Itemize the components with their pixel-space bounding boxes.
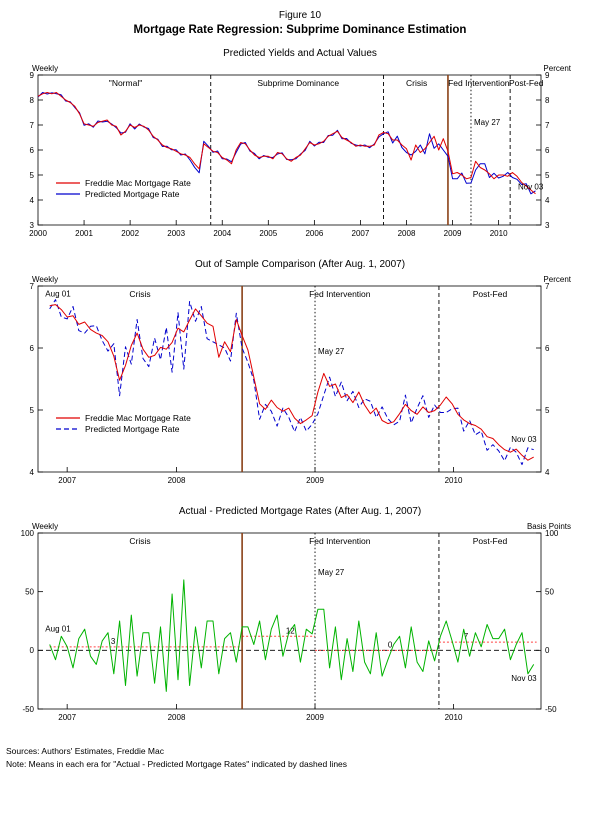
svg-text:Aug 01: Aug 01	[45, 625, 71, 634]
svg-text:7: 7	[30, 121, 35, 130]
svg-text:2010: 2010	[445, 476, 463, 485]
svg-text:Fed Intervention: Fed Intervention	[309, 289, 371, 299]
svg-text:2005: 2005	[259, 229, 277, 238]
svg-text:Post-Fed: Post-Fed	[473, 536, 508, 546]
svg-text:0: 0	[545, 646, 550, 655]
svg-text:0: 0	[30, 646, 35, 655]
svg-text:2004: 2004	[213, 229, 231, 238]
svg-text:100: 100	[545, 529, 559, 538]
svg-text:3: 3	[111, 637, 116, 646]
svg-text:Nov 03: Nov 03	[511, 674, 537, 683]
svg-text:2009: 2009	[444, 229, 462, 238]
means-note: Note: Means in each era for "Actual - Pr…	[6, 759, 348, 770]
svg-text:6: 6	[30, 344, 35, 353]
svg-text:2003: 2003	[167, 229, 185, 238]
svg-text:2007: 2007	[58, 713, 76, 722]
svg-text:6: 6	[545, 146, 550, 155]
svg-text:Nov 03: Nov 03	[518, 183, 544, 192]
svg-text:2010: 2010	[490, 229, 508, 238]
chart-3-title: Actual - Predicted Mortgage Rates (After…	[178, 506, 422, 517]
svg-text:8: 8	[30, 96, 35, 105]
svg-text:2007: 2007	[58, 476, 76, 485]
svg-text:"Normal": "Normal"	[109, 78, 142, 88]
svg-text:100: 100	[21, 529, 35, 538]
svg-text:2002: 2002	[121, 229, 139, 238]
figure-title: Mortgage Rate Regression: Subprime Domin…	[133, 24, 467, 36]
svg-text:4: 4	[30, 468, 35, 477]
svg-text:4: 4	[545, 468, 550, 477]
svg-text:2007: 2007	[352, 229, 370, 238]
svg-text:2006: 2006	[305, 229, 323, 238]
svg-text:-50: -50	[22, 705, 34, 714]
svg-text:3: 3	[30, 221, 35, 230]
svg-text:3: 3	[545, 221, 550, 230]
svg-text:8: 8	[545, 96, 550, 105]
svg-text:Crisis: Crisis	[406, 78, 427, 88]
svg-text:2000: 2000	[29, 229, 47, 238]
svg-text:4: 4	[30, 196, 35, 205]
svg-text:7: 7	[464, 632, 469, 641]
residuals-chart: -50 -50 0 0 50 50 100 100 2007 2008 2009 2010 Weekly…	[21, 522, 571, 722]
chart-block-predicted-yields: Predicted Yields and Actual Values 3 3 4 4 5…	[0, 48, 600, 247]
svg-text:2009: 2009	[306, 476, 324, 485]
figure-footer: Sources: Authors' Estimates, Freddie Mac…	[6, 745, 600, 771]
svg-text:5: 5	[545, 171, 550, 180]
predicted-yields-chart: 3 3 4 4 5 5 6 6 7 7 8 8 9 9 2000 2001 2002 2003 2004 2005 20…	[29, 64, 572, 238]
svg-text:May 27: May 27	[318, 347, 345, 356]
svg-text:5: 5	[545, 406, 550, 415]
svg-text:Crisis: Crisis	[129, 289, 150, 299]
svg-text:Basis Points: Basis Points	[527, 522, 571, 531]
svg-text:6: 6	[30, 146, 35, 155]
svg-text:Aug 01: Aug 01	[45, 290, 71, 299]
out-of-sample-chart: 4 4 5 5 6 6 7 7 2007 2008 2009 2010 Weekly Percent May…	[30, 275, 572, 485]
svg-text:Freddie Mac Mortgage Rate: Freddie Mac Mortgage Rate	[85, 178, 191, 188]
svg-text:2009: 2009	[306, 713, 324, 722]
sources-note: Sources: Authors' Estimates, Freddie Mac	[6, 746, 164, 756]
svg-text:6: 6	[545, 344, 550, 353]
svg-text:May 27: May 27	[318, 568, 345, 577]
chart-block-residuals: Actual - Predicted Mortgage Rates (After…	[0, 506, 600, 731]
chart-block-out-of-sample: Out of Sample Comparison (After Aug. 1, …	[0, 259, 600, 494]
svg-text:Post-Fed: Post-Fed	[509, 78, 544, 88]
svg-text:Weekly: Weekly	[32, 522, 58, 531]
svg-text:Fed Intervention: Fed Intervention	[309, 536, 371, 546]
svg-text:Predicted Mortgage Rate: Predicted Mortgage Rate	[85, 189, 180, 199]
svg-text:2008: 2008	[168, 713, 186, 722]
svg-text:2010: 2010	[445, 713, 463, 722]
svg-text:Nov 03: Nov 03	[511, 435, 537, 444]
svg-text:Weekly: Weekly	[32, 64, 58, 73]
svg-text:Percent: Percent	[543, 64, 571, 73]
svg-text:Predicted Mortgage Rate: Predicted Mortgage Rate	[85, 424, 180, 434]
svg-text:0: 0	[388, 640, 393, 649]
svg-text:9: 9	[30, 71, 35, 80]
svg-text:Percent: Percent	[543, 275, 571, 284]
svg-text:Subprime Dominance: Subprime Dominance	[257, 78, 339, 88]
svg-text:2008: 2008	[398, 229, 416, 238]
svg-text:Weekly: Weekly	[32, 275, 58, 284]
svg-text:Post-Fed: Post-Fed	[473, 289, 508, 299]
svg-text:2001: 2001	[75, 229, 93, 238]
svg-text:7: 7	[30, 282, 35, 291]
svg-text:Crisis: Crisis	[129, 536, 150, 546]
chart-1-title: Predicted Yields and Actual Values	[223, 48, 377, 59]
svg-text:9: 9	[545, 71, 550, 80]
chart-2-title: Out of Sample Comparison (After Aug. 1, …	[194, 259, 406, 270]
svg-text:Freddie Mac Mortgage Rate: Freddie Mac Mortgage Rate	[85, 413, 191, 423]
svg-text:50: 50	[545, 587, 554, 596]
svg-text:May 27: May 27	[474, 118, 501, 127]
svg-text:7: 7	[545, 282, 550, 291]
figure-label: Figure 10	[278, 10, 322, 21]
svg-text:5: 5	[30, 171, 35, 180]
svg-text:2008: 2008	[168, 476, 186, 485]
svg-text:-50: -50	[545, 705, 557, 714]
svg-text:Fed Intervention: Fed Intervention	[448, 78, 510, 88]
svg-text:50: 50	[25, 587, 34, 596]
svg-text:7: 7	[545, 121, 550, 130]
svg-text:5: 5	[30, 406, 35, 415]
svg-text:4: 4	[545, 196, 550, 205]
